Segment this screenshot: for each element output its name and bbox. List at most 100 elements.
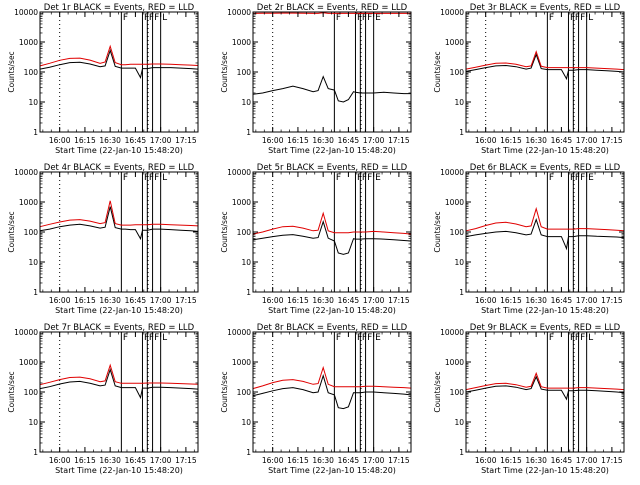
x-tick-label: 16:15: [287, 136, 309, 145]
x-tick-label: 17:00: [150, 296, 172, 305]
x-tick-label: 16:00: [475, 136, 497, 145]
flag-label-3: F: [149, 13, 154, 23]
panel-title: Det 4r BLACK = Events, RED = LLD: [44, 163, 195, 173]
y-tick-label: 10000: [440, 328, 464, 337]
x-tick-label: 16:30: [525, 456, 547, 465]
y-tick-label: 10000: [227, 8, 251, 17]
x-tick-label: 16:45: [338, 296, 360, 305]
y-tick-label: 100: [24, 388, 39, 397]
flag-label-4: F: [367, 333, 372, 343]
panel-title: Det 9r BLACK = Events, RED = LLD: [470, 323, 621, 333]
flag-label-2: F: [144, 13, 149, 23]
y-tick-label: 100: [237, 388, 252, 397]
y-axis-title: Counts/sec: [7, 371, 16, 412]
x-tick-label: 17:00: [150, 456, 172, 465]
x-tick-label: 16:15: [287, 296, 309, 305]
y-tick-label: 10000: [14, 8, 38, 17]
x-tick-label: 17:15: [175, 456, 197, 465]
events-series-line: [465, 218, 625, 251]
flag-label-3: F: [575, 173, 580, 183]
x-tick-label: 16:00: [475, 456, 497, 465]
x-tick-label: 16:15: [74, 136, 96, 145]
y-axis-title: Counts/sec: [433, 211, 442, 252]
flag-label-2: F: [570, 333, 575, 343]
flag-label-2: F: [357, 13, 362, 23]
lld-series-line: [465, 371, 625, 391]
flag-label-3: F: [575, 13, 580, 23]
flag-label-1: F: [336, 13, 341, 23]
y-tick-label: 1000: [19, 38, 38, 47]
y-tick-label: 10: [28, 418, 38, 427]
x-axis-title: Start Time (22-Jan-10 15:48:20): [268, 466, 396, 475]
y-tick-label: 100: [237, 68, 252, 77]
events-series-line: [252, 75, 411, 103]
y-tick-label: 100: [450, 228, 465, 237]
y-tick-label: 100: [24, 228, 39, 237]
flag-label-5: L: [588, 333, 593, 343]
y-tick-label: 1: [33, 288, 38, 297]
flag-label-2: F: [357, 173, 362, 183]
y-tick-label: 10000: [14, 328, 38, 337]
x-axis-title: Start Time (22-Jan-10 15:48:20): [481, 466, 609, 475]
y-tick-label: 1: [246, 128, 251, 137]
plot-frame: [465, 11, 625, 133]
y-tick-label: 10000: [14, 168, 38, 177]
x-tick-label: 17:00: [150, 136, 172, 145]
x-tick-label: 16:15: [500, 296, 522, 305]
y-tick-label: 1: [459, 288, 464, 297]
lld-series-line: [252, 211, 412, 235]
events-series-line: [465, 53, 625, 81]
y-axis-title: Counts/sec: [7, 211, 16, 252]
x-axis-title: Start Time (22-Jan-10 15:48:20): [268, 146, 396, 155]
x-tick-label: 16:15: [74, 296, 96, 305]
x-tick-label: 16:45: [125, 456, 147, 465]
flag-label-1: F: [336, 173, 341, 183]
flag-label-1: F: [549, 333, 554, 343]
flag-label-5: E: [375, 13, 381, 23]
x-tick-label: 17:00: [576, 136, 598, 145]
flag-label-1: F: [549, 13, 554, 23]
x-tick-label: 16:30: [99, 296, 121, 305]
y-tick-label: 10: [241, 258, 251, 267]
y-tick-label: 1: [459, 128, 464, 137]
y-tick-label: 10000: [440, 8, 464, 17]
flag-label-5: L: [162, 13, 167, 23]
x-tick-label: 17:15: [388, 136, 410, 145]
y-tick-label: 1000: [445, 358, 464, 367]
flag-label-5: L: [588, 13, 593, 23]
flag-label-5: E: [588, 173, 594, 183]
y-tick-label: 1: [33, 448, 38, 457]
y-tick-label: 1: [246, 448, 251, 457]
y-tick-label: 1: [459, 448, 464, 457]
x-tick-label: 16:30: [312, 296, 334, 305]
x-tick-label: 16:30: [525, 136, 547, 145]
y-tick-label: 1000: [232, 198, 251, 207]
x-tick-label: 16:45: [125, 136, 147, 145]
events-series-line: [39, 367, 199, 400]
x-tick-label: 17:15: [601, 136, 623, 145]
x-tick-label: 16:00: [262, 456, 284, 465]
panel-title: Det 5r BLACK = Events, RED = LLD: [257, 163, 408, 173]
x-tick-label: 16:45: [125, 296, 147, 305]
y-tick-label: 1000: [19, 198, 38, 207]
flag-label-5: L: [162, 173, 167, 183]
y-tick-label: 10000: [227, 328, 251, 337]
flag-label-4: F: [367, 173, 372, 183]
x-axis-title: Start Time (22-Jan-10 15:48:20): [55, 306, 183, 315]
y-tick-label: 10: [241, 98, 251, 107]
y-tick-label: 100: [450, 388, 465, 397]
lld-series-line: [465, 206, 625, 232]
y-tick-label: 10: [454, 98, 464, 107]
flag-label-4: F: [154, 173, 159, 183]
flag-label-1: F: [123, 13, 128, 23]
flag-label-3: F: [149, 173, 154, 183]
x-tick-label: 16:45: [338, 456, 360, 465]
x-tick-label: 17:15: [175, 136, 197, 145]
x-axis-title: Start Time (22-Jan-10 15:48:20): [55, 146, 183, 155]
panel-title: Det 1r BLACK = Events, RED = LLD: [44, 3, 195, 13]
x-tick-label: 16:45: [551, 136, 573, 145]
